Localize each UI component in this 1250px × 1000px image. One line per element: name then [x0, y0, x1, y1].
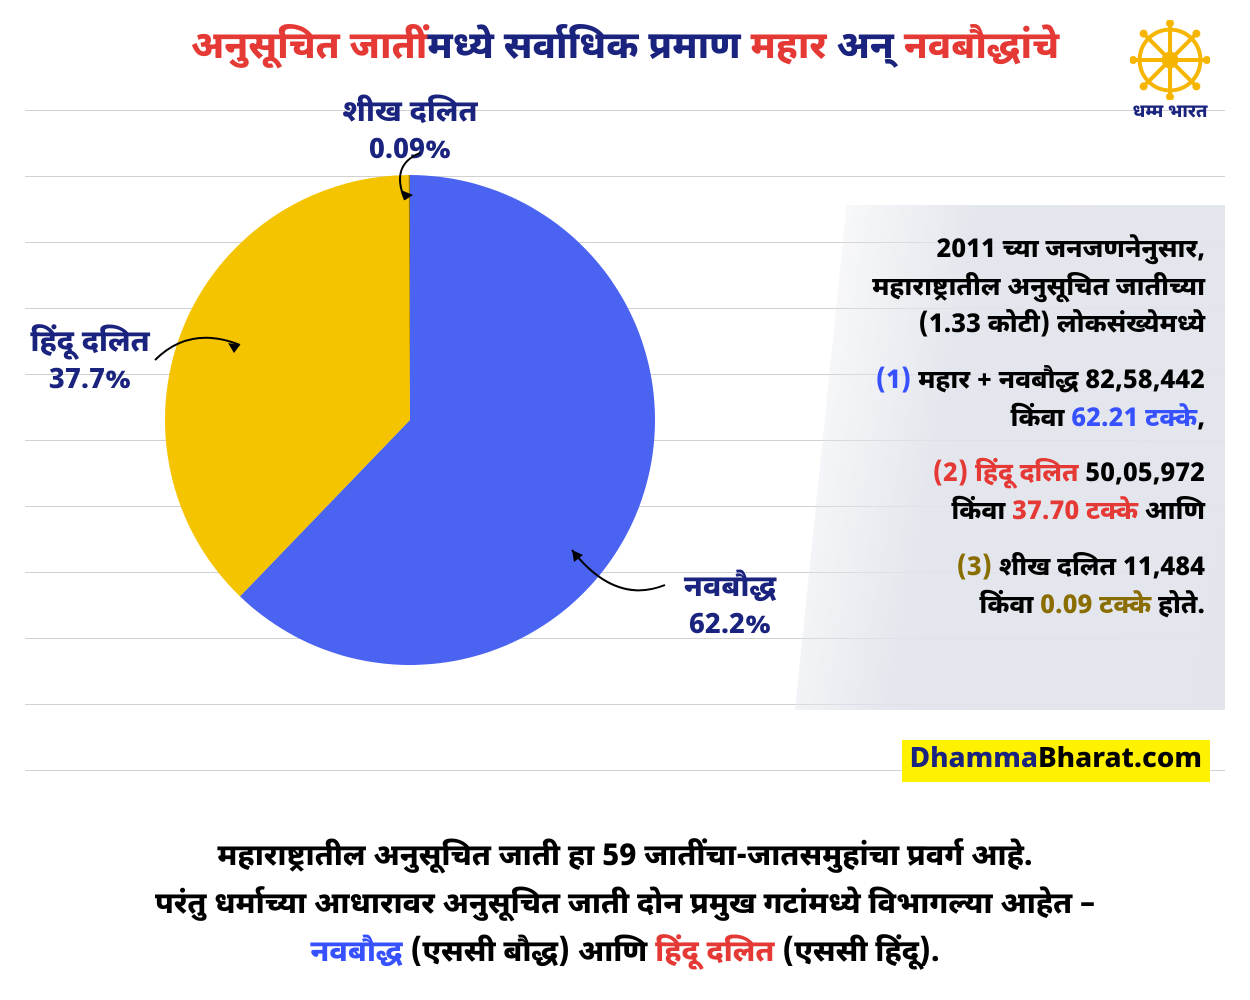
footer-text: महाराष्ट्रातील अनुसूचित जाती हा 59 जातीं… — [0, 835, 1250, 979]
arrow-hindu — [140, 320, 260, 400]
brand-logo: धम्म भारत — [1115, 20, 1225, 125]
side-panel: 2011 च्या जनजणनेनुसार, महाराष्ट्रातील अन… — [795, 205, 1225, 710]
site-link[interactable]: DhammaBharat.com — [902, 740, 1210, 782]
side-intro: 2011 च्या जनजणनेनुसार, महाराष्ट्रातील अन… — [830, 233, 1205, 346]
side-item-3: (3) शीख दलित 11,484 किंवा 0.09 टक्के होत… — [830, 551, 1205, 626]
dharma-wheel-icon — [1130, 20, 1210, 100]
side-item-1: (1) महार + नवबौद्ध 82,58,442 किंवा 62.21… — [830, 364, 1205, 439]
arrow-navbauddha — [560, 530, 690, 620]
title-seg-3: महार — [751, 24, 827, 74]
title-seg-5: नवबौद्धांचे — [904, 24, 1059, 74]
title-seg-2: मध्ये सर्वाधिक प्रमाण — [427, 24, 750, 74]
page-title: अनुसूचित जातींमध्ये सर्वाधिक प्रमाण महार… — [75, 25, 1175, 74]
side-item-2: (2) हिंदू दलित 50,05,972 किंवा 37.70 टक्… — [830, 457, 1205, 532]
arrow-shikh — [350, 145, 470, 225]
brand-logo-text: धम्म भारत — [1115, 102, 1225, 125]
title-seg-1: अनुसूचित जातीं — [191, 24, 427, 74]
title-seg-4: अन् — [827, 24, 904, 74]
